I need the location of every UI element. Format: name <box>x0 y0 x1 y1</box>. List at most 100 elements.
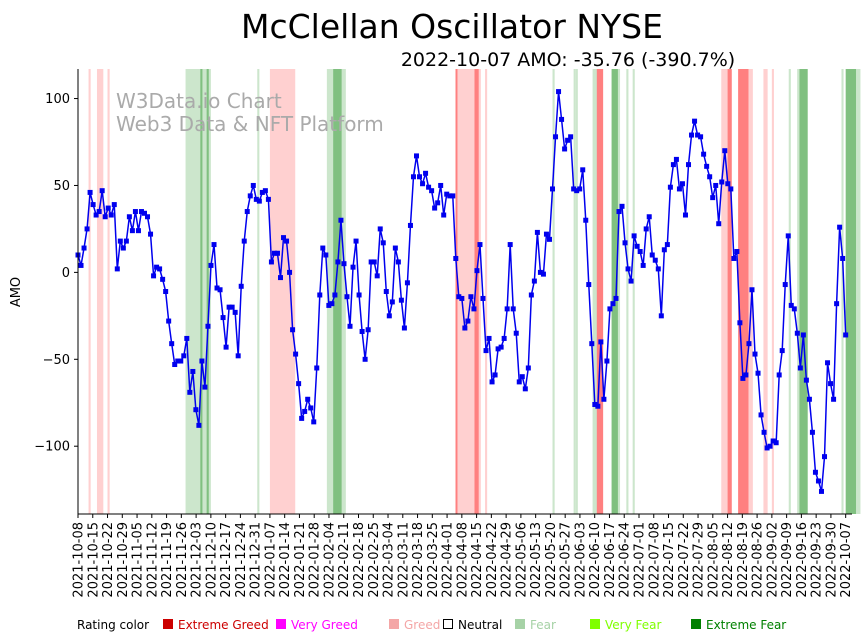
data-point <box>329 301 335 307</box>
data-point <box>522 386 528 392</box>
x-tick-label: 2022-03-25 <box>426 522 441 598</box>
data-point <box>501 335 507 341</box>
data-point <box>740 375 746 381</box>
data-point <box>404 280 410 286</box>
band-greed <box>763 69 768 514</box>
band-fear <box>573 69 576 514</box>
legend-swatch <box>590 619 600 629</box>
data-point <box>822 454 828 460</box>
data-point <box>673 156 679 162</box>
data-point <box>148 231 154 237</box>
data-point <box>776 372 782 378</box>
data-point <box>326 302 332 308</box>
data-point <box>241 238 247 244</box>
data-point <box>809 429 815 435</box>
data-point <box>338 217 344 223</box>
x-tick-label: 2021-11-26 <box>175 522 190 598</box>
data-point <box>779 348 785 354</box>
data-point <box>679 181 685 187</box>
data-point <box>365 327 371 333</box>
axes <box>77 69 852 515</box>
data-point <box>571 186 577 192</box>
x-tick-label: 2022-06-10 <box>588 522 603 598</box>
x-tick-label: 2021-12-10 <box>204 522 219 598</box>
data-point <box>278 275 283 281</box>
data-point <box>761 429 767 435</box>
y-axis-label: AMO <box>9 277 24 307</box>
data-point <box>634 243 640 249</box>
data-point <box>190 368 196 374</box>
data-point <box>450 193 456 199</box>
y-tick-label: 50 <box>53 179 70 194</box>
x-tick-label: 2022-07-22 <box>677 522 692 598</box>
data-point <box>589 341 595 347</box>
data-point <box>299 415 305 421</box>
data-point <box>172 362 178 368</box>
data-point <box>126 214 132 220</box>
data-point <box>812 469 818 475</box>
x-tick-label: 2021-10-15 <box>86 522 101 598</box>
data-point <box>837 224 843 230</box>
x-tick-label: 2022-05-06 <box>514 522 529 598</box>
data-point <box>731 255 737 261</box>
data-point <box>347 323 353 329</box>
data-point <box>728 186 734 192</box>
data-point <box>432 205 438 211</box>
legend-swatch <box>691 619 701 629</box>
data-point <box>825 360 831 366</box>
data-point <box>592 401 598 407</box>
data-point <box>305 396 311 402</box>
x-tick-label: 2022-01-07 <box>263 522 278 598</box>
data-point <box>625 266 631 272</box>
data-point <box>655 266 661 272</box>
band-extreme-fear <box>200 69 203 514</box>
data-point <box>123 238 129 244</box>
data-point <box>117 238 123 244</box>
data-point <box>102 214 108 220</box>
data-point <box>713 182 719 188</box>
x-tick-label: 2021-10-08 <box>72 522 87 598</box>
data-point <box>462 325 468 331</box>
y-tick-label: 0 <box>62 266 70 281</box>
data-point <box>516 379 522 385</box>
x-tick-label: 2022-05-20 <box>544 522 559 598</box>
data-point <box>661 247 667 253</box>
data-point <box>205 323 211 329</box>
data-point <box>583 217 589 223</box>
data-point <box>350 264 356 270</box>
data-point <box>111 202 117 208</box>
band-extreme-greed <box>596 69 604 514</box>
legend-item-label: Fear <box>530 618 556 632</box>
legend-label: Rating color <box>77 618 149 632</box>
data-point <box>537 269 543 275</box>
band-extreme-greed <box>474 69 479 514</box>
data-point <box>441 212 447 218</box>
data-point <box>628 278 634 284</box>
data-point <box>120 245 126 251</box>
data-point <box>208 262 214 268</box>
y-tick-label: 100 <box>45 92 70 107</box>
data-point <box>719 179 725 185</box>
data-point <box>543 231 549 237</box>
data-point <box>546 236 552 242</box>
data-point <box>803 377 809 383</box>
x-tick-label: 2022-02-04 <box>322 522 337 598</box>
data-point <box>791 306 797 312</box>
data-point <box>256 198 262 204</box>
data-point <box>438 182 444 188</box>
band-fear <box>626 69 629 514</box>
data-point <box>435 200 441 206</box>
data-point <box>701 151 707 157</box>
band-fear <box>552 69 555 514</box>
data-point <box>105 205 111 211</box>
band-extreme-greed <box>727 69 732 514</box>
data-point <box>193 407 199 413</box>
data-point <box>622 240 628 246</box>
data-point <box>223 344 229 350</box>
data-point <box>698 134 704 140</box>
rating-bands <box>88 69 861 514</box>
legend-item-label: Extreme Fear <box>706 618 786 632</box>
data-point <box>284 238 290 244</box>
data-point <box>767 443 773 449</box>
